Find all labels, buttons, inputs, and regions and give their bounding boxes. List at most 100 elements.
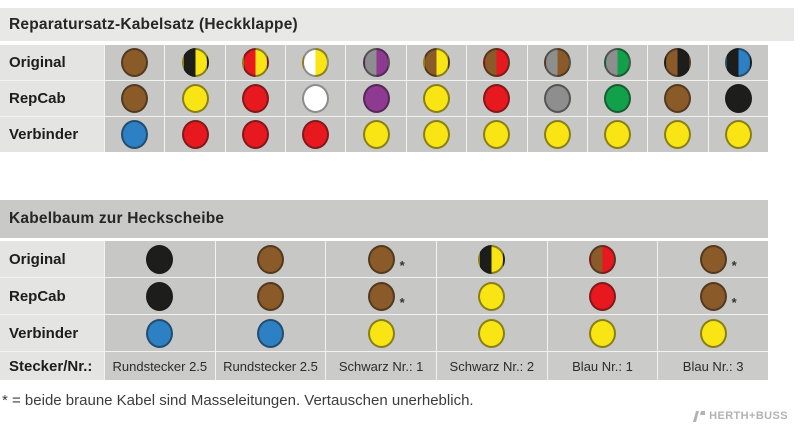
wire-color-cell	[286, 45, 346, 80]
dot-shape	[604, 120, 632, 149]
wire-color-dot	[724, 120, 752, 149]
wire-color-dot	[543, 84, 571, 113]
wire-color-dot	[478, 318, 506, 348]
wire-color-cell	[587, 81, 648, 116]
wire-color-cell	[708, 45, 768, 80]
wire-color-dot	[241, 120, 269, 149]
table1-grid: Original RepCab Verbinder	[0, 45, 768, 152]
masse-asterisk: *	[399, 257, 405, 273]
wire-color-dot	[256, 281, 284, 311]
connector-name: Rundstecker 2.5	[215, 352, 326, 380]
dot-shape	[256, 244, 284, 274]
wire-color-dot	[121, 120, 149, 149]
row-label: RepCab	[0, 278, 104, 314]
dot-shape	[699, 281, 727, 311]
dot-shape	[724, 120, 752, 149]
wire-color-dot-split	[302, 48, 330, 77]
row-label: Original	[0, 241, 104, 277]
table1-title: Reparatursatz-Kabelsatz (Heckklappe)	[9, 15, 298, 33]
wire-color-cell	[527, 45, 587, 80]
wire-color-cell: *	[326, 278, 436, 314]
dot-shape	[664, 48, 692, 77]
wire-color-cell	[406, 117, 467, 152]
wire-color-cell	[658, 315, 768, 351]
wire-color-dot	[724, 84, 752, 113]
wire-color-cell	[105, 45, 165, 80]
wire-color-dot	[181, 120, 209, 149]
connector-name: Blau Nr.: 1	[547, 352, 658, 380]
wire-color-cell	[406, 81, 467, 116]
masse-asterisk: *	[731, 294, 737, 310]
connector-name: Blau Nr.: 3	[658, 352, 768, 380]
wire-color-cell	[648, 81, 708, 116]
wire-color-dot	[588, 318, 616, 348]
wire-color-cell	[165, 81, 225, 116]
wire-color-dot	[146, 318, 174, 348]
dot-shape	[588, 281, 616, 311]
wire-color-dot-split	[478, 244, 506, 274]
wire-color-dot: *	[367, 281, 405, 311]
dot-shape	[478, 318, 506, 348]
wire-color-cell	[215, 278, 326, 314]
dot-shape	[483, 48, 511, 77]
wire-color-cell	[225, 117, 286, 152]
wire-color-dot	[483, 84, 511, 113]
wire-color-cell	[225, 81, 286, 116]
wire-color-dot	[422, 120, 450, 149]
dot-shape	[664, 120, 692, 149]
wire-color-dot-split	[181, 48, 209, 77]
dot-shape	[543, 48, 571, 77]
dot-shape	[422, 120, 450, 149]
wire-color-dot-split	[664, 48, 692, 77]
connector-name: Schwarz Nr.: 2	[436, 352, 547, 380]
wire-color-cell	[587, 117, 648, 152]
wire-color-cell	[547, 278, 658, 314]
masse-asterisk: *	[399, 294, 405, 310]
wire-color-dot	[478, 281, 506, 311]
wire-color-dot	[256, 244, 284, 274]
dot-shape	[362, 84, 390, 113]
wire-color-cell	[467, 117, 527, 152]
wire-color-dot	[664, 84, 692, 113]
wire-color-dot: *	[367, 244, 405, 274]
dot-shape	[146, 318, 174, 348]
wire-color-cell	[406, 45, 467, 80]
dot-shape	[483, 84, 511, 113]
wire-color-dot	[588, 281, 616, 311]
wire-color-dot	[241, 84, 269, 113]
wire-color-cell	[286, 81, 346, 116]
dot-shape	[181, 48, 209, 77]
wire-color-dot	[604, 120, 632, 149]
wire-color-cell	[587, 45, 648, 80]
wire-color-dot	[121, 84, 149, 113]
dot-shape	[241, 120, 269, 149]
wire-color-dot-split	[724, 48, 752, 77]
connector-name: Schwarz Nr.: 1	[326, 352, 436, 380]
dot-shape	[699, 318, 727, 348]
wire-color-cell	[286, 117, 346, 152]
table1-title-bar: Reparatursatz-Kabelsatz (Heckklappe)	[0, 8, 794, 41]
wire-color-cell	[215, 315, 326, 351]
wire-color-dot-split	[483, 48, 511, 77]
wire-color-dot	[302, 120, 330, 149]
dot-shape	[302, 84, 330, 113]
wire-color-cell	[547, 315, 658, 351]
dot-shape	[588, 244, 616, 274]
wire-color-cell	[346, 117, 406, 152]
connector-row-label: Stecker/Nr.:	[0, 352, 104, 380]
wire-color-dot	[664, 120, 692, 149]
dot-shape	[543, 120, 571, 149]
dot-shape	[367, 318, 395, 348]
wire-color-cell	[346, 45, 406, 80]
wire-color-cell	[105, 241, 215, 277]
dot-shape	[724, 84, 752, 113]
wire-color-cell	[225, 45, 286, 80]
dot-shape	[422, 48, 450, 77]
dot-shape	[256, 281, 284, 311]
wire-color-cell	[527, 81, 587, 116]
wire-color-cell	[708, 117, 768, 152]
dot-shape	[121, 48, 149, 77]
wire-color-cell	[326, 315, 436, 351]
wire-color-cell	[547, 241, 658, 277]
wire-color-dot	[604, 84, 632, 113]
